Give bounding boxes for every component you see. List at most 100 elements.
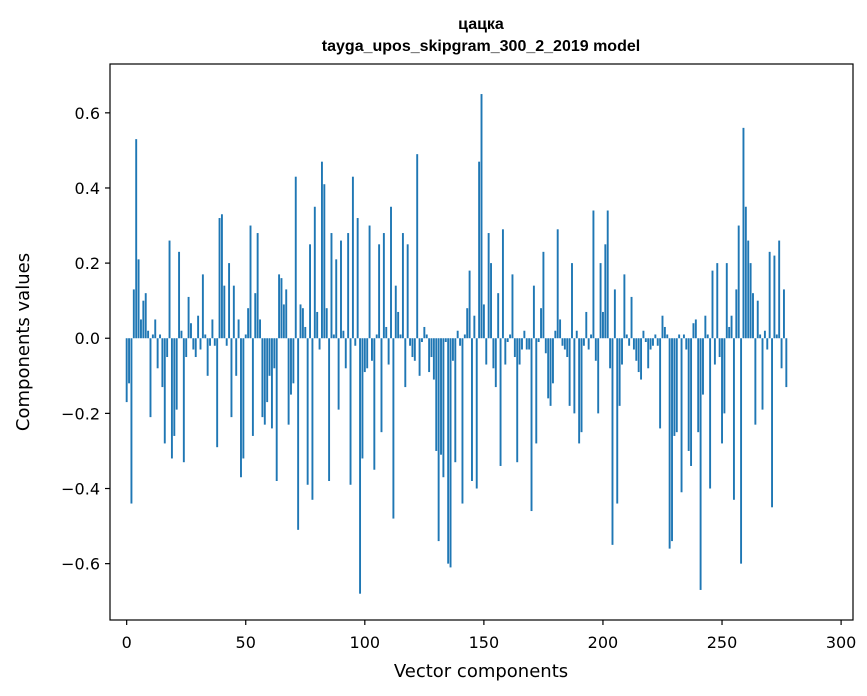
bar bbox=[563, 338, 566, 350]
bar bbox=[630, 296, 633, 339]
bar bbox=[740, 338, 743, 564]
bar bbox=[628, 338, 631, 346]
bar bbox=[394, 285, 397, 339]
bar bbox=[623, 274, 626, 339]
bar bbox=[582, 338, 585, 346]
bar bbox=[313, 206, 316, 339]
bar bbox=[380, 338, 383, 433]
bar bbox=[354, 338, 357, 346]
bar bbox=[544, 338, 547, 354]
bar bbox=[378, 244, 381, 339]
bar bbox=[459, 338, 462, 346]
bar bbox=[675, 338, 678, 433]
bar bbox=[444, 338, 447, 342]
bar bbox=[180, 330, 183, 339]
bar bbox=[668, 338, 671, 549]
bar bbox=[451, 338, 454, 361]
bar bbox=[273, 338, 276, 369]
bar bbox=[580, 338, 583, 433]
bar bbox=[235, 338, 238, 376]
bar bbox=[280, 278, 283, 339]
bar bbox=[482, 304, 485, 339]
bar bbox=[559, 319, 562, 339]
bar bbox=[304, 326, 307, 339]
bar bbox=[685, 338, 688, 350]
bar bbox=[575, 330, 578, 339]
bar bbox=[737, 225, 740, 339]
bar bbox=[382, 233, 385, 339]
bar bbox=[716, 263, 719, 339]
x-tick-label: 200 bbox=[588, 633, 619, 652]
bar bbox=[456, 330, 459, 339]
bar bbox=[292, 338, 295, 384]
bar bbox=[135, 139, 138, 339]
bar bbox=[625, 334, 628, 339]
bar bbox=[140, 319, 142, 339]
bar bbox=[228, 263, 231, 339]
bar bbox=[682, 334, 685, 339]
bar bbox=[694, 319, 697, 339]
bar bbox=[347, 233, 350, 339]
bar bbox=[411, 338, 414, 358]
bar bbox=[602, 311, 604, 339]
bar bbox=[240, 338, 242, 478]
bar bbox=[437, 338, 440, 542]
bar bbox=[351, 176, 354, 339]
bar bbox=[523, 330, 526, 339]
bar bbox=[211, 319, 214, 339]
y-tick-label: −0.2 bbox=[61, 404, 100, 423]
bar bbox=[501, 229, 504, 339]
bar bbox=[466, 308, 469, 339]
y-tick-label: 0.0 bbox=[75, 329, 100, 348]
bar bbox=[230, 338, 233, 418]
bar bbox=[547, 338, 550, 399]
bar bbox=[468, 270, 471, 339]
bar bbox=[194, 338, 197, 358]
bar bbox=[349, 338, 352, 485]
bar bbox=[254, 293, 257, 339]
bar bbox=[323, 184, 326, 339]
bar bbox=[573, 338, 576, 414]
bar bbox=[644, 338, 647, 342]
bar bbox=[775, 334, 778, 339]
bar bbox=[732, 338, 735, 500]
bar bbox=[535, 338, 538, 444]
bar bbox=[185, 338, 188, 358]
bar bbox=[590, 334, 592, 339]
bar bbox=[718, 338, 721, 358]
bar bbox=[218, 218, 221, 339]
bar bbox=[754, 338, 757, 425]
bar bbox=[785, 338, 788, 388]
bar bbox=[516, 338, 519, 463]
bar bbox=[640, 338, 643, 380]
bar bbox=[609, 338, 612, 369]
bar bbox=[592, 210, 595, 339]
bar bbox=[752, 293, 754, 339]
bar bbox=[659, 338, 662, 429]
bar bbox=[190, 323, 192, 339]
bar bbox=[442, 338, 445, 478]
bar bbox=[532, 285, 535, 339]
bar bbox=[671, 338, 673, 542]
plot-frame bbox=[109, 63, 854, 621]
bar bbox=[616, 338, 619, 504]
x-axis-label: Vector components bbox=[394, 661, 568, 682]
bar bbox=[530, 338, 533, 512]
bar bbox=[666, 334, 669, 339]
bar bbox=[244, 334, 247, 339]
bar bbox=[463, 334, 466, 339]
bar bbox=[492, 338, 495, 369]
bar bbox=[471, 338, 473, 481]
bar bbox=[521, 338, 523, 350]
bar bbox=[594, 338, 597, 361]
bar bbox=[168, 240, 171, 339]
y-tick-label: −0.4 bbox=[61, 480, 100, 499]
bar bbox=[613, 289, 616, 339]
bar bbox=[197, 315, 200, 339]
bar bbox=[144, 293, 147, 339]
bar bbox=[730, 315, 733, 339]
bar bbox=[461, 338, 464, 504]
bar bbox=[187, 296, 190, 339]
bar bbox=[747, 240, 750, 339]
bar bbox=[742, 127, 745, 339]
